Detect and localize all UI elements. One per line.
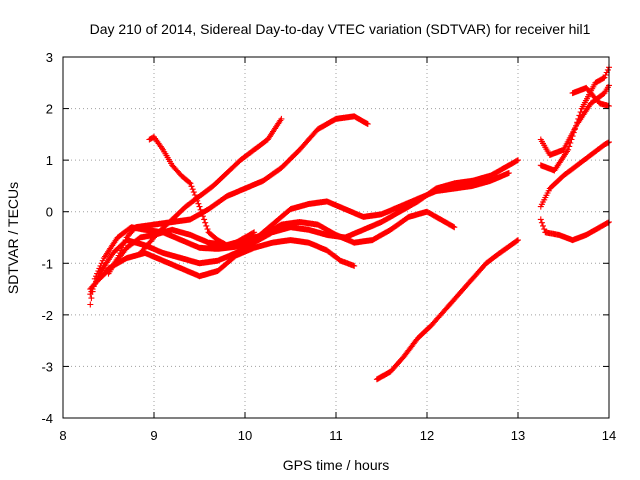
- x-tick-label: 14: [602, 428, 616, 443]
- series-markers: [87, 157, 521, 298]
- series-markers: [96, 208, 458, 282]
- y-tick-label: 1: [46, 153, 53, 168]
- series-markers: [373, 237, 521, 383]
- data-series: [87, 64, 612, 383]
- x-axis-label: GPS time / hours: [283, 457, 390, 473]
- x-tick-label: 9: [150, 428, 157, 443]
- x-tick-label: 10: [238, 428, 252, 443]
- series-markers: [537, 64, 612, 174]
- y-tick-label: -4: [41, 411, 53, 426]
- series-arc-m: [569, 84, 612, 109]
- y-tick-label: -3: [41, 359, 53, 374]
- x-tick-label: 8: [59, 428, 66, 443]
- series-arc-h: [373, 237, 521, 383]
- y-tick-label: 2: [46, 102, 53, 117]
- x-tick-label: 12: [420, 428, 434, 443]
- x-tick-label: 11: [329, 428, 343, 443]
- series-markers: [537, 216, 612, 244]
- y-axis-label: SDTVAR / TECUs: [5, 182, 21, 294]
- series-markers: [569, 84, 612, 109]
- series-arc-b: [87, 157, 521, 298]
- series-arc-c: [87, 237, 358, 293]
- series-markers: [87, 237, 358, 293]
- y-tick-label: 3: [46, 50, 53, 65]
- series-arc-i: [537, 216, 612, 244]
- y-tick-label: -2: [41, 308, 53, 323]
- y-tick-label: 0: [46, 205, 53, 220]
- series-arc-l: [537, 64, 612, 174]
- series-arc-j: [537, 139, 612, 210]
- series-markers: [537, 139, 612, 210]
- y-tick-label: -1: [41, 256, 53, 271]
- x-tick-label: 13: [511, 428, 525, 443]
- series-arc-g: [137, 115, 285, 256]
- series-arc-d: [96, 208, 458, 282]
- chart-title: Day 210 of 2014, Sidereal Day-to-day VTE…: [90, 21, 591, 37]
- series-markers: [137, 115, 285, 256]
